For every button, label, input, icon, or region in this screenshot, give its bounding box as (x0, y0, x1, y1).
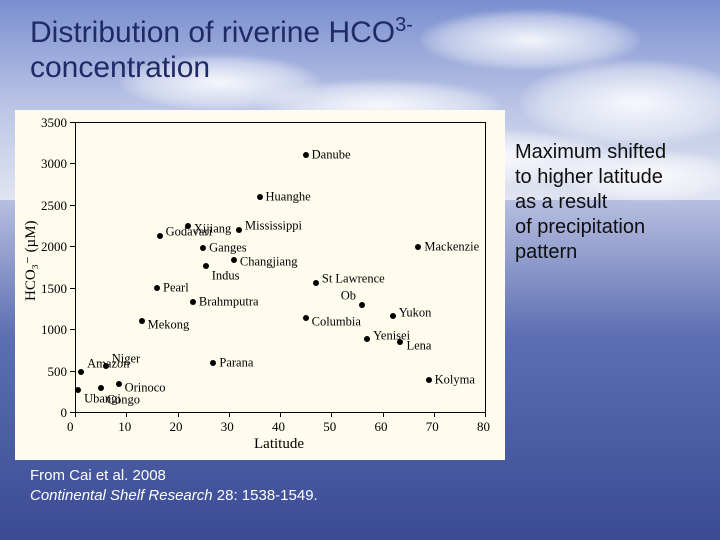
data-point-label: Kolyma (435, 372, 475, 387)
data-point (98, 385, 104, 391)
data-point-label: Huanghe (266, 189, 311, 204)
title-sup: 3- (395, 14, 413, 36)
data-point (364, 336, 370, 342)
data-point-label: Xijiang (194, 222, 232, 237)
data-point (154, 285, 160, 291)
data-point (415, 244, 421, 250)
title-line2: concentration (30, 51, 210, 84)
data-point-label: Lena (406, 338, 431, 353)
data-point (139, 318, 145, 324)
cite-line1: From Cai et al. 2008 (30, 467, 166, 484)
data-point-label: Columbia (312, 315, 361, 330)
data-point (257, 194, 263, 200)
data-point (303, 152, 309, 158)
data-point (103, 363, 109, 369)
data-point-label: Brahmputra (199, 294, 259, 309)
data-point (397, 339, 403, 345)
side-note: Maximum shiftedto higher latitudeas a re… (515, 140, 695, 265)
slide-title: Distribution of riverine HCO3- concentra… (30, 14, 413, 86)
data-point-label: Parana (219, 356, 253, 371)
cite-ref: 28: 1538-1549. (213, 487, 318, 504)
data-point (236, 227, 242, 233)
data-point (426, 377, 432, 383)
data-point (157, 233, 163, 239)
data-point-label: Orinoco (125, 380, 166, 395)
data-point (78, 369, 84, 375)
citation: From Cai et al. 2008 Continental Shelf R… (30, 466, 318, 507)
data-point-label: Changjiang (240, 255, 298, 270)
data-point-label: Mackenzie (424, 240, 479, 255)
data-point-label: Ob (341, 289, 356, 304)
data-point (203, 263, 209, 269)
scatter-chart: 0102030405060708005001000150020002500300… (15, 110, 505, 460)
data-point-label: Danube (312, 148, 351, 163)
data-point-label: Niger (112, 351, 140, 366)
data-point-label: Indus (212, 269, 240, 284)
data-point-label: Yenisei (373, 329, 410, 344)
data-point (231, 257, 237, 263)
data-point (210, 360, 216, 366)
data-point (75, 387, 81, 393)
data-point (116, 381, 122, 387)
data-point (359, 302, 365, 308)
data-point-label: Yukon (399, 305, 432, 320)
title-line1: Distribution of riverine HCO (30, 16, 395, 49)
data-point-label: Pearl (163, 280, 189, 295)
data-point (200, 245, 206, 251)
cite-journal: Continental Shelf Research (30, 487, 213, 504)
data-point (190, 299, 196, 305)
data-point (390, 313, 396, 319)
data-point-label: Ganges (209, 240, 247, 255)
data-point-label: Mississippi (245, 218, 302, 233)
data-point-label: Mekong (148, 317, 190, 332)
data-point (313, 280, 319, 286)
data-point (303, 315, 309, 321)
data-point-label: St Lawrence (322, 271, 385, 286)
data-point (185, 223, 191, 229)
